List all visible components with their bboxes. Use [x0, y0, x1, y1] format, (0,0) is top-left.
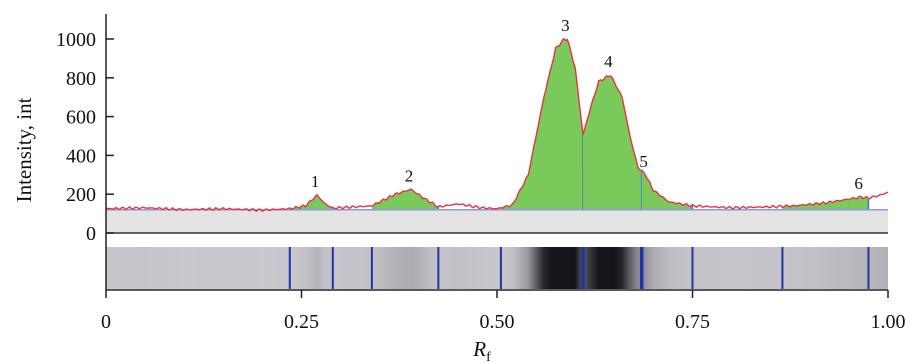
x-axis-title-main: R — [472, 337, 486, 361]
baseline-band — [106, 209, 888, 233]
y-tick-label: 0 — [86, 223, 96, 245]
y-tick-label: 200 — [66, 184, 96, 206]
peak-area-3 — [500, 39, 584, 210]
peak-area-5 — [641, 170, 693, 210]
axes: 0 200 400 600 800 1000 0 0.25 0.50 0.75 1.00 — [56, 14, 906, 333]
x-tick-label: 0.75 — [675, 311, 710, 333]
tlc-lane-strip — [106, 247, 888, 289]
peak-label-5: 5 — [639, 152, 648, 171]
peak-area-2 — [371, 189, 439, 210]
peak-label-3: 3 — [561, 16, 570, 35]
chart-labels: Intensity, int Rf — [12, 97, 491, 363]
peak-label-6: 6 — [854, 174, 863, 193]
y-tick-label: 600 — [66, 107, 96, 129]
peak-area-1 — [289, 195, 333, 210]
x-tick-label: 1.00 — [871, 311, 906, 333]
lane-image — [106, 247, 888, 289]
x-axis-title: Rf — [472, 337, 491, 363]
y-axis-title: Intensity, int — [12, 97, 36, 202]
y-tick-label: 400 — [66, 145, 96, 167]
x-tick-label: 0 — [101, 311, 111, 333]
peak-label-1: 1 — [311, 172, 320, 191]
peak-label-2: 2 — [405, 166, 414, 185]
plot-area: 1 2 3 4 5 6 — [105, 16, 889, 234]
x-tick-label: 0.50 — [480, 311, 515, 333]
peak-area-4 — [583, 75, 642, 210]
x-tick-label: 0.25 — [284, 311, 319, 333]
intensity-trace — [105, 37, 889, 213]
y-tick-label: 800 — [66, 68, 96, 90]
x-axis-title-subscript: f — [486, 350, 491, 363]
peak-label-4: 4 — [604, 52, 613, 71]
y-tick-label: 1000 — [56, 29, 96, 51]
